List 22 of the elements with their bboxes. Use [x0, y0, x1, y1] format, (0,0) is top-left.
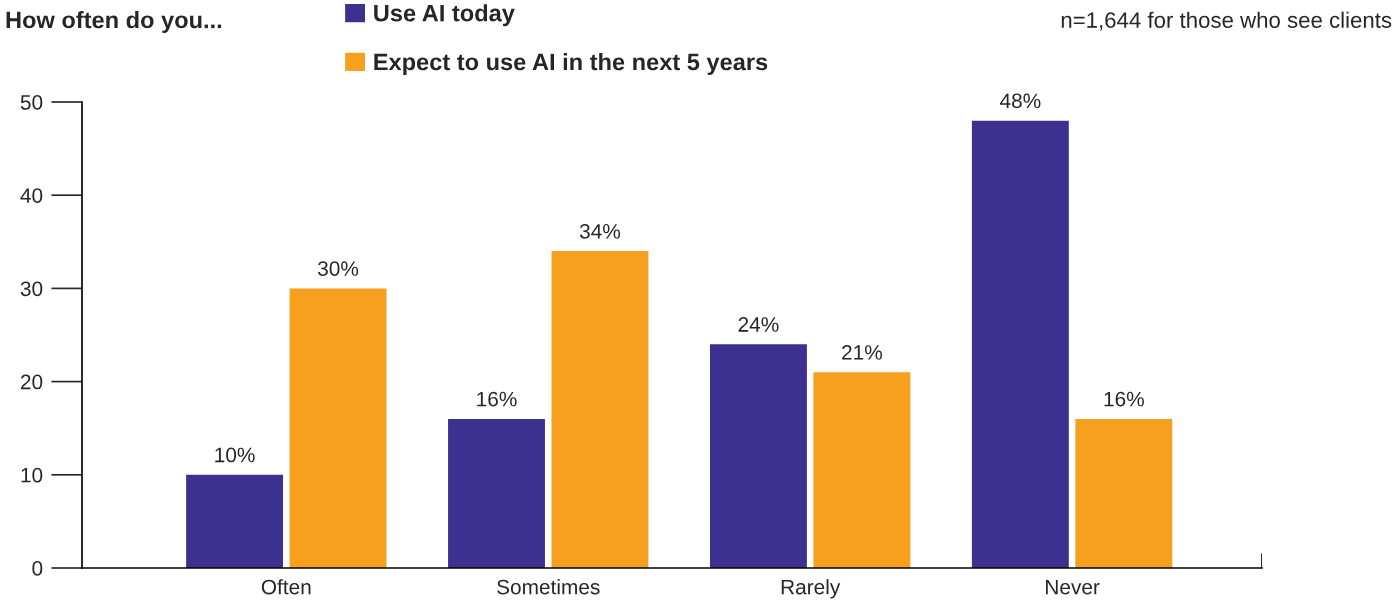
- data-label: 30%: [317, 261, 359, 276]
- text: n=1,644 for those who see clients: [1061, 11, 1392, 31]
- y-tick-label: 40: [20, 188, 43, 203]
- data-label: 34%: [579, 223, 621, 239]
- legend-label: Expect to use AI in the next 5 years: [374, 52, 768, 75]
- chart-title: How often do you...: [6, 11, 222, 33]
- x-tick-label: Sometimes: [497, 579, 600, 595]
- x-tick-label: Never: [1046, 579, 1100, 595]
- data-label: 10%: [215, 447, 255, 463]
- data-label: 16%: [1104, 391, 1144, 407]
- x-tick-label: Often: [261, 579, 311, 595]
- x-tick-label: Rarely: [781, 579, 841, 599]
- data-label: 16%: [477, 391, 517, 407]
- y-tick-label: 30: [20, 281, 43, 297]
- y-tick-label: 0: [32, 561, 43, 576]
- y-tick-label: 20: [20, 374, 43, 390]
- y-tick-label: 50: [20, 95, 43, 110]
- data-label: 48%: [1000, 93, 1041, 109]
- data-label: 21%: [842, 345, 883, 360]
- data-label: 24%: [738, 317, 779, 332]
- legend-label: Use AI today: [374, 4, 515, 27]
- y-tick-label: 10: [21, 467, 43, 483]
